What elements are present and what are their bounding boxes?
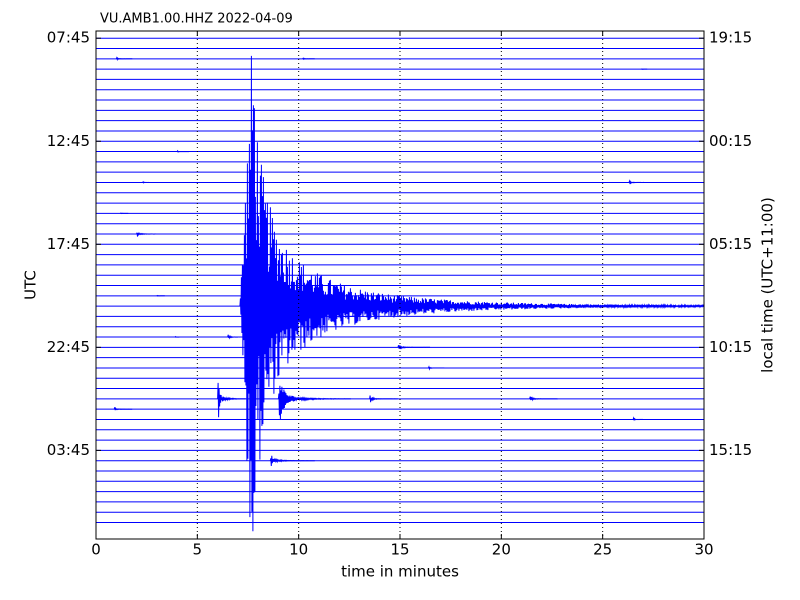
waveform-burst (338, 313, 356, 319)
x-tick-label: 20 (492, 541, 511, 559)
waveform-burst (427, 365, 445, 371)
x-tick-label: 0 (91, 541, 101, 559)
x-tick-label: 10 (289, 541, 308, 559)
y2-tick-label: 05:15 (709, 235, 752, 253)
waveform-burst (397, 344, 431, 350)
waveform-burst (113, 406, 133, 411)
waveform-burst (277, 385, 351, 420)
waveform-burst (302, 57, 315, 61)
y2-tick-label: 00:15 (709, 132, 752, 150)
y2-tick-label: 15:15 (709, 441, 752, 459)
waveform-burst (269, 455, 315, 467)
y-tick-label: 22:45 (47, 338, 90, 356)
waveform-burst (115, 56, 133, 62)
waveform-burst (239, 55, 704, 532)
x-tick-label: 25 (593, 541, 612, 559)
waveform-burst (632, 416, 650, 422)
y2-axis-label: local time (UTC+11:00) (759, 197, 777, 373)
waveform-burst (217, 382, 246, 418)
y2-tick-label: 10:15 (709, 338, 752, 356)
waveform-burst (156, 294, 165, 297)
y-tick-label: 17:45 (47, 235, 90, 253)
waveform-burst (176, 149, 190, 153)
waveform-burst (628, 179, 655, 185)
waveform-burst (174, 335, 183, 338)
x-tick-label: 5 (193, 541, 203, 559)
y-tick-label: 07:45 (47, 29, 90, 47)
waveform-burst (227, 334, 240, 340)
x-tick-label: 30 (694, 541, 713, 559)
waveform-burst (136, 231, 173, 237)
waveform-burst (529, 396, 558, 402)
waveform-burst (142, 180, 153, 184)
y2-tick-label: 19:15 (709, 29, 752, 47)
y-tick-label: 12:45 (47, 132, 90, 150)
x-tick-label: 15 (390, 541, 409, 559)
y-tick-label: 03:45 (47, 441, 90, 459)
plot-area (96, 37, 704, 532)
y-axis-label: UTC (22, 270, 40, 300)
x-axis-label: time in minutes (341, 563, 459, 581)
chart-title: VU.AMB1.00.HHZ 2022-04-09 (100, 12, 293, 27)
waveform-burst (369, 395, 398, 403)
